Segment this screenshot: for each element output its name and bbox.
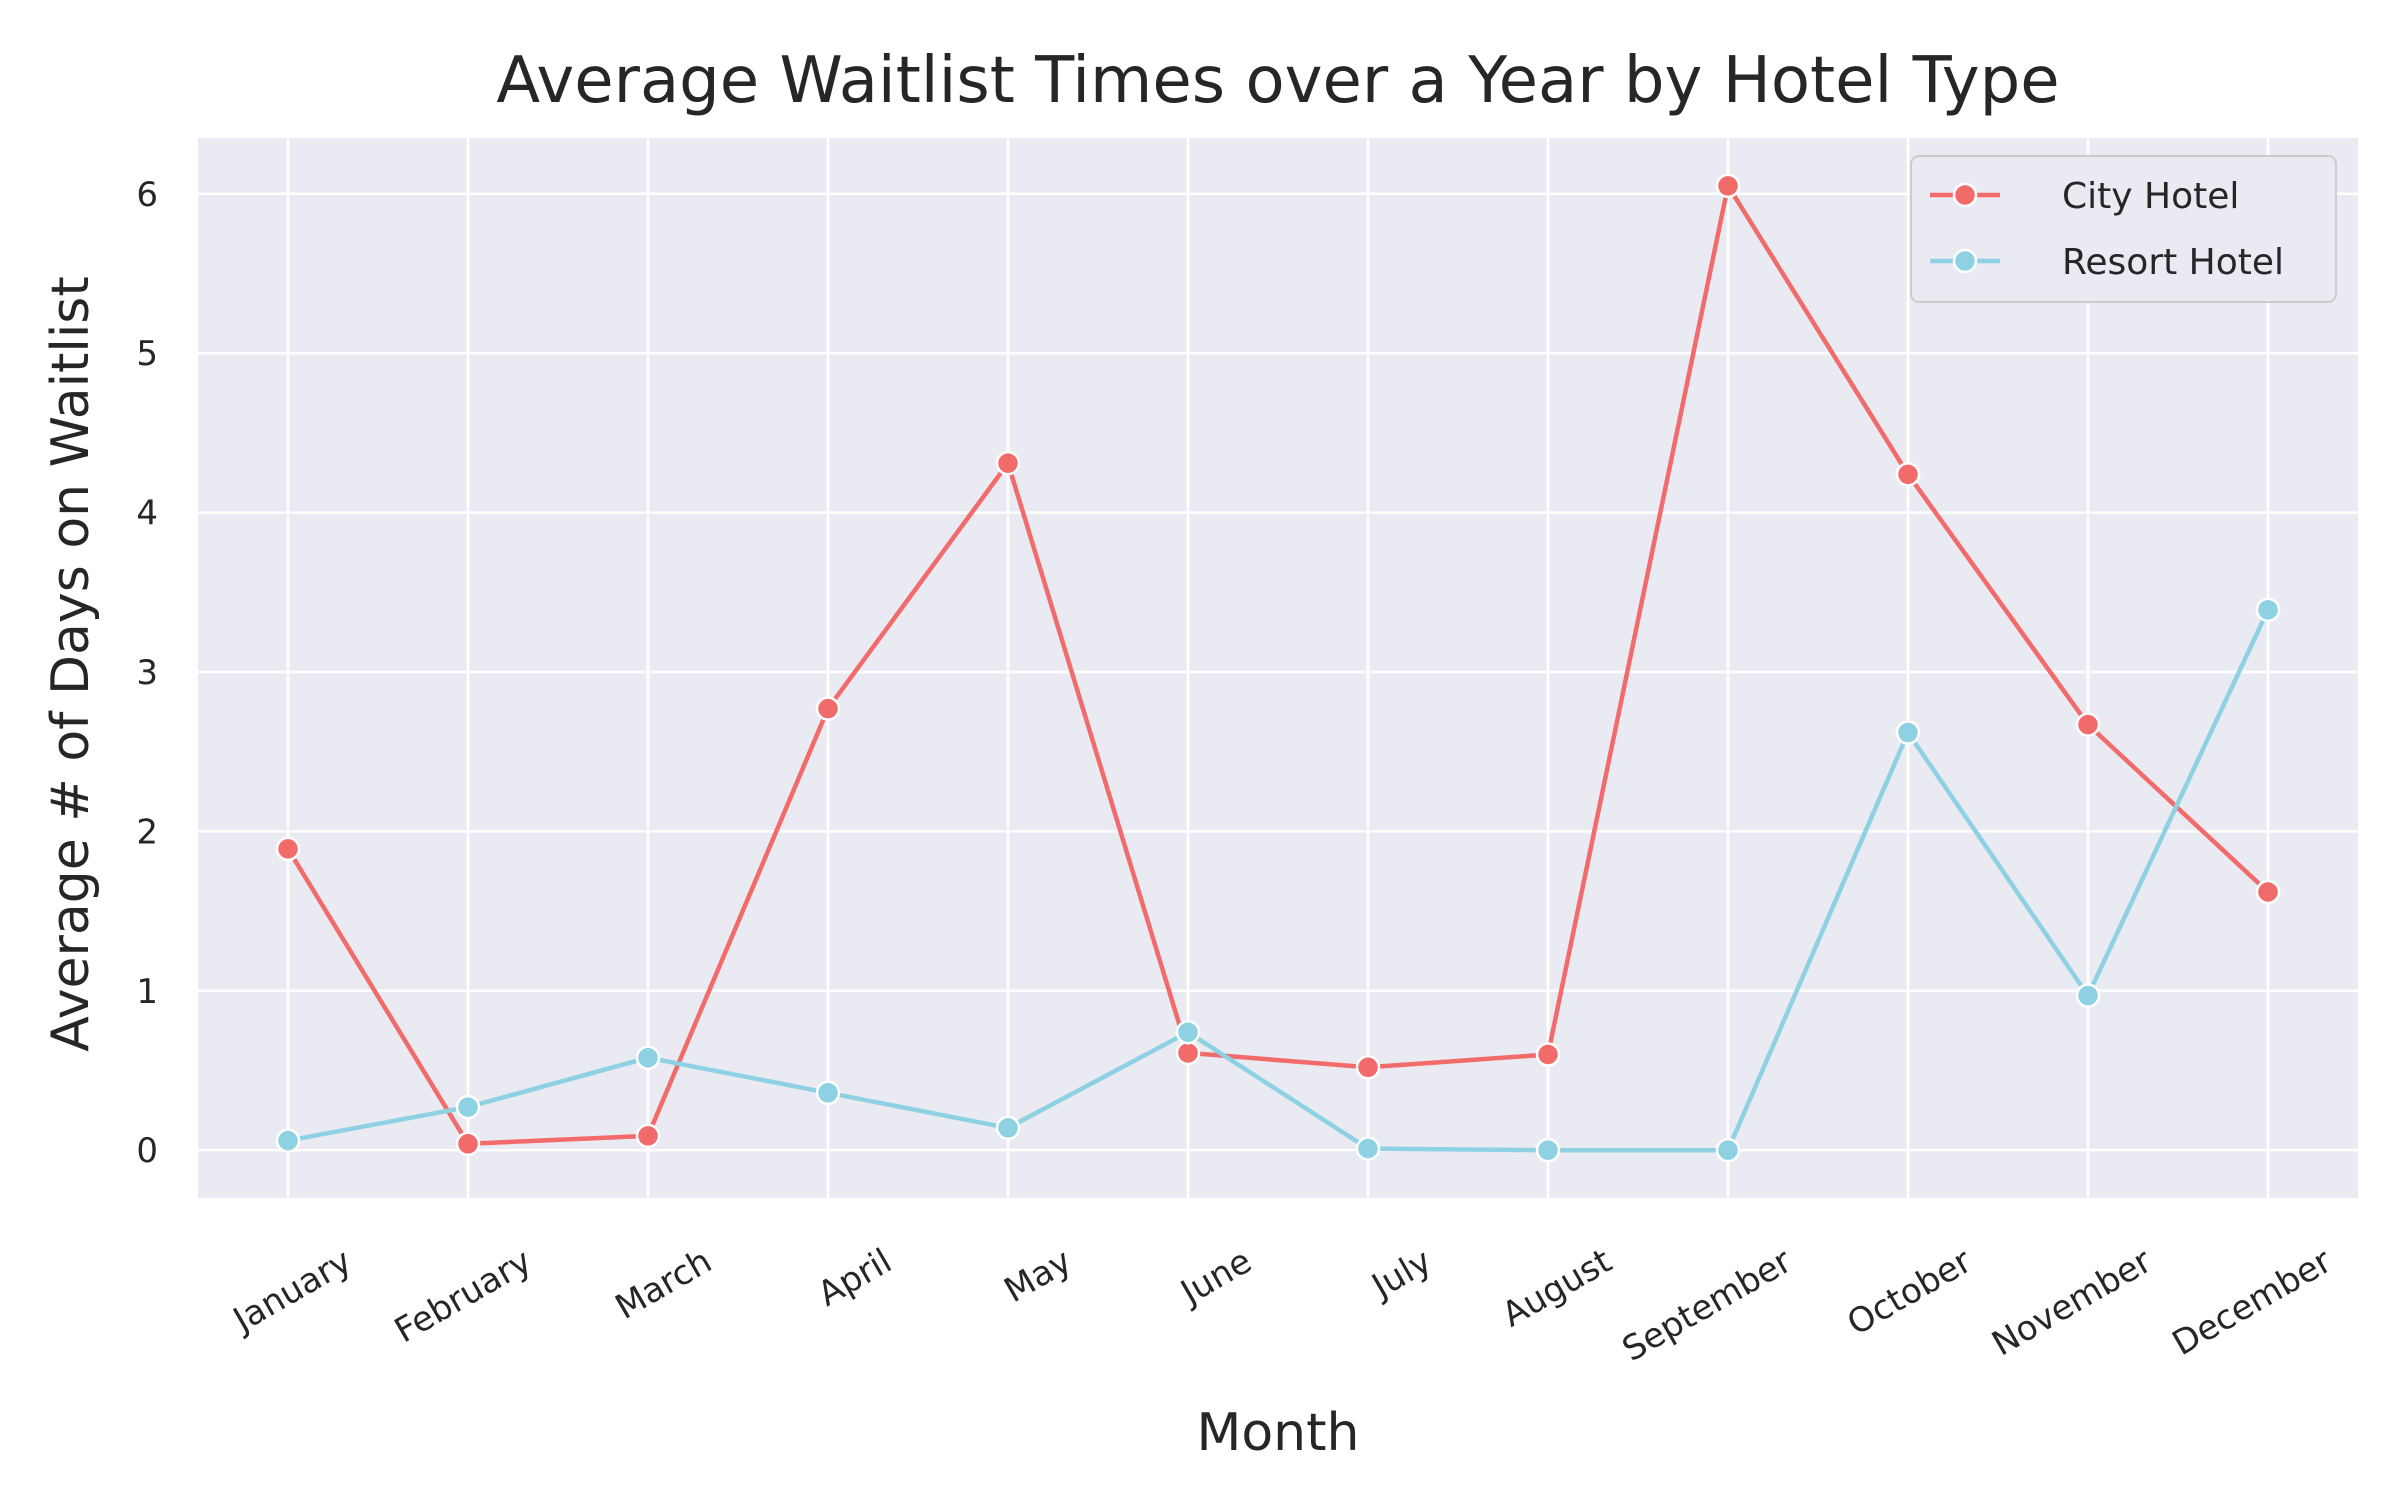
data-point bbox=[455, 1094, 481, 1120]
data-point bbox=[1355, 1055, 1381, 1080]
data-point bbox=[815, 696, 841, 721]
legend-marker-0 bbox=[1952, 182, 1978, 208]
data-point bbox=[1535, 1042, 1561, 1067]
x-axis-ticks: January February March April May June July Augu… bbox=[225, 1241, 2338, 1370]
legend-box bbox=[1910, 155, 2337, 303]
y-tick-label: 5 bbox=[136, 334, 158, 374]
data-point bbox=[635, 1045, 661, 1070]
data-point bbox=[1535, 1137, 1561, 1163]
data-point bbox=[995, 450, 1021, 476]
legend: City Hotel Resort Hotel bbox=[1910, 155, 2337, 303]
chart-title: Average Waitlist Times over a Year by Ho… bbox=[496, 44, 2059, 118]
x-tick-label: September bbox=[1616, 1241, 1799, 1370]
data-point bbox=[635, 1123, 661, 1149]
data-point bbox=[1355, 1136, 1381, 1161]
x-tick-label: October bbox=[1841, 1241, 1979, 1344]
data-point bbox=[275, 836, 301, 862]
data-point bbox=[275, 1128, 301, 1153]
series-line-0 bbox=[285, 183, 2271, 1147]
data-point bbox=[2075, 983, 2101, 1008]
x-tick-label: April bbox=[811, 1241, 898, 1315]
data-point bbox=[2255, 879, 2281, 905]
plot-area bbox=[198, 138, 2358, 1198]
data-point bbox=[1895, 462, 1921, 487]
data-point bbox=[1715, 1137, 1741, 1163]
y-tick-label: 2 bbox=[136, 812, 158, 852]
x-tick-label: December bbox=[2166, 1241, 2339, 1364]
data-point bbox=[1175, 1019, 1201, 1045]
data-point bbox=[2255, 597, 2281, 623]
data-point bbox=[455, 1131, 481, 1157]
x-tick-label: May bbox=[998, 1241, 1079, 1311]
series-line-1 bbox=[285, 607, 2271, 1153]
series-lines bbox=[285, 183, 2271, 1153]
data-point bbox=[1175, 1040, 1201, 1066]
x-tick-label: November bbox=[1985, 1241, 2158, 1364]
y-tick-label: 6 bbox=[136, 175, 158, 215]
y-axis-title: Average # of Days on Waitlist bbox=[41, 276, 101, 1052]
data-point bbox=[995, 1115, 1021, 1141]
x-tick-label: August bbox=[1495, 1241, 1618, 1335]
y-tick-label: 4 bbox=[136, 494, 158, 534]
x-tick-label: March bbox=[609, 1241, 719, 1327]
x-tick-label: July bbox=[1364, 1241, 1439, 1307]
data-point bbox=[1895, 720, 1921, 745]
x-tick-label: January bbox=[225, 1241, 358, 1341]
y-tick-label: 0 bbox=[136, 1131, 158, 1171]
y-axis-ticks: 0 1 2 3 4 5 6 bbox=[136, 175, 158, 1171]
series-markers bbox=[275, 173, 2281, 1163]
data-point bbox=[2075, 712, 2101, 737]
gridlines bbox=[198, 138, 2358, 1198]
x-tick-label: June bbox=[1173, 1241, 1259, 1314]
data-point bbox=[1715, 173, 1741, 199]
data-point bbox=[815, 1080, 841, 1106]
x-axis-title: Month bbox=[1197, 1403, 1360, 1463]
legend-label-1: Resort Hotel bbox=[2062, 242, 2284, 283]
legend-label-0: City Hotel bbox=[2062, 176, 2239, 217]
y-tick-label: 3 bbox=[136, 653, 158, 693]
legend-marker-1 bbox=[1952, 248, 1978, 274]
y-tick-label: 1 bbox=[136, 972, 158, 1012]
x-tick-label: February bbox=[388, 1241, 538, 1351]
